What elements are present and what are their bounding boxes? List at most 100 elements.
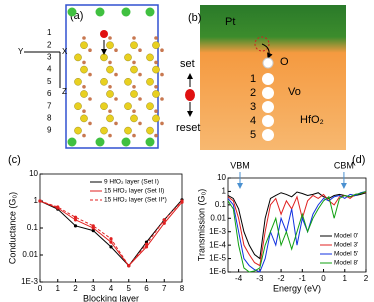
y-tick-label: 1E-3 (209, 227, 226, 236)
layer-label: 5 (47, 77, 52, 86)
x-tick-label: -3 (256, 274, 264, 283)
small-atom (82, 85, 86, 89)
x-tick-label: 1 (56, 284, 61, 293)
site-label: 5 (250, 129, 256, 141)
vacancy (262, 115, 274, 127)
y-tick-label: 0.1 (215, 200, 227, 209)
small-atom (154, 109, 158, 113)
layer-label: 4 (47, 65, 52, 74)
hf-atom (152, 114, 160, 123)
cell-frame (65, 4, 159, 149)
small-atom (160, 97, 164, 101)
small-atom (82, 133, 86, 138)
o-atom (100, 30, 108, 38)
x-tick-label: 6 (144, 284, 149, 293)
small-atom (114, 48, 118, 52)
small-atom (88, 97, 92, 101)
hf-atom (146, 126, 154, 135)
x-tick-label: -1 (299, 274, 307, 283)
hf-atom (152, 41, 160, 50)
hf-atom (152, 90, 160, 98)
hf-atom (152, 65, 160, 74)
y-tick-label: 0.01 (210, 213, 226, 222)
point (73, 215, 78, 219)
layer-label: 9 (47, 126, 52, 135)
hf-atom (80, 41, 88, 50)
point (162, 221, 166, 225)
annotation: CBM (334, 160, 354, 170)
hf-atom (130, 41, 138, 50)
point (73, 224, 78, 228)
hf-atom (100, 102, 108, 110)
vacancy (262, 73, 274, 85)
small-atom (132, 109, 136, 113)
point (127, 264, 131, 268)
ion (185, 89, 195, 101)
y-tick-label: 10 (29, 169, 38, 178)
pt-atom (121, 137, 131, 147)
panel-label: (c) (8, 154, 21, 166)
hf-atom (74, 126, 82, 135)
hf-atom (100, 78, 108, 86)
legend-label: 15 HfO₂ layer (Set II) (104, 188, 164, 195)
small-atom (82, 60, 86, 65)
small-atom (160, 72, 164, 77)
site-label: 3 (250, 101, 256, 113)
point (180, 199, 184, 203)
electrode-label: Pt (225, 16, 235, 28)
axis-name: Z (62, 87, 67, 96)
point (109, 245, 113, 249)
series-line (227, 190, 367, 273)
small-atom (160, 121, 164, 126)
small-atom (88, 48, 92, 52)
small-atom (108, 109, 112, 113)
point (109, 237, 113, 241)
vacancy (262, 101, 274, 113)
plot-frame (227, 177, 367, 273)
hf-atom (106, 114, 114, 123)
x-tick-label: 7 (162, 284, 167, 293)
axis-name: X (62, 47, 68, 56)
hf-atom (74, 78, 82, 86)
layer-label: 6 (47, 89, 52, 98)
series-line (227, 191, 367, 260)
hf-atom (106, 90, 114, 98)
site-label: 4 (250, 115, 256, 127)
x-tick-label: 4 (109, 284, 114, 293)
set-label: set (180, 58, 195, 70)
small-atom (132, 85, 136, 89)
small-atom (82, 36, 86, 40)
small-atom (108, 133, 112, 138)
x-tick-label: 0 (38, 284, 43, 293)
layer-label: 1 (47, 28, 52, 37)
legend-label: 9 HfO₂ layer (Set I) (104, 179, 159, 186)
y-axis-label: Conductance (G₀) (7, 192, 17, 264)
hf-atom (100, 53, 108, 62)
o-atom (262, 57, 274, 69)
small-atom (160, 48, 164, 52)
x-tick-label: 8 (180, 284, 185, 293)
point (73, 218, 78, 222)
point (144, 242, 149, 246)
small-atom (138, 72, 142, 77)
point (38, 199, 42, 203)
site-label: 1 (250, 73, 256, 85)
small-atom (108, 60, 112, 65)
series-line (227, 190, 367, 273)
pt-atom (95, 137, 105, 147)
point (56, 205, 60, 209)
y-tick-label: 1 (222, 187, 227, 196)
hf-atom (74, 53, 82, 62)
layer-label: 8 (47, 114, 52, 123)
small-atom (154, 85, 158, 89)
panel-b: (b) Pt O Vo HfO₂ set reset 1 2 3 4 5 (176, 5, 346, 150)
hf-atom (106, 65, 114, 74)
atom-label: O (280, 56, 289, 68)
small-atom (114, 97, 118, 101)
annotation: VBM (230, 160, 250, 170)
series-line (39, 200, 183, 267)
layer-label: 3 (47, 53, 52, 62)
small-atom (108, 85, 112, 89)
small-atom (108, 36, 112, 40)
pt-atom (67, 137, 77, 147)
